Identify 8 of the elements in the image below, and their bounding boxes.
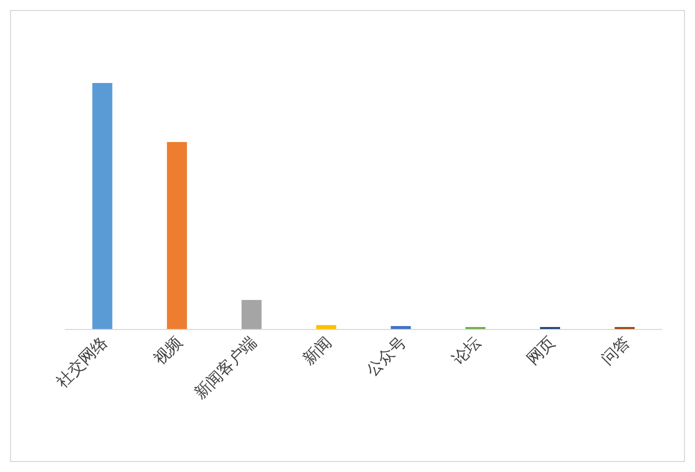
x-tick-label: 视频 <box>150 332 186 368</box>
x-tick-label: 网页 <box>522 332 559 368</box>
x-tick-label: 新闻 <box>298 332 336 368</box>
x-tick-label: 论坛 <box>448 332 484 368</box>
x-tick-label: 公众号 <box>362 332 410 380</box>
x-tick-label: 问答 <box>597 332 634 368</box>
x-tick-label: 社交网络 <box>52 332 112 392</box>
x-tick-label: 新闻客户端 <box>190 332 260 402</box>
